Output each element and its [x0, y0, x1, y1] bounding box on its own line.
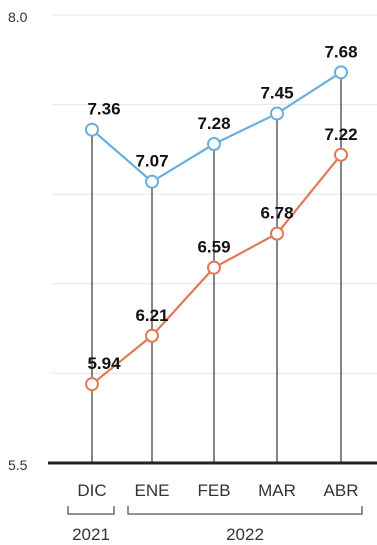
series-1-point-ene [145, 174, 159, 189]
data-labels: 7.36 7.07 7.28 7.45 7.68 5.94 6.21 6.59 6.78 7.22 [87, 42, 357, 373]
x-tick-label-ene: ENE [135, 481, 170, 500]
year-bracket-2021 [67, 506, 115, 515]
year-label-2022: 2022 [226, 525, 264, 544]
series-2-point-mar [270, 226, 284, 241]
series-2-point-abr [334, 147, 348, 162]
series-1-point-mar [270, 106, 284, 121]
year-bracket-2022 [127, 506, 363, 515]
series-2-label-ene: 6.21 [135, 306, 168, 325]
series-2-label-abr: 7.22 [324, 125, 357, 144]
series-1-label-feb: 7.28 [197, 114, 230, 133]
x-tick-label-feb: FEB [197, 481, 230, 500]
series-1-label-ene: 7.07 [135, 152, 168, 171]
series-2-point-dic [85, 377, 99, 392]
y-tick-label-bottom: 5.5 [8, 457, 28, 473]
series-2-point-ene [145, 328, 159, 343]
series-1-point-abr [334, 65, 348, 80]
series-1-point-dic [85, 122, 99, 137]
drop-lines [91, 72, 342, 463]
x-tick-label-mar: MAR [258, 481, 296, 500]
series-1-label-mar: 7.45 [260, 84, 293, 103]
series-1-label-abr: 7.68 [324, 42, 357, 61]
year-groups: 2021 2022 [67, 506, 363, 544]
series-group [85, 65, 348, 392]
series-2-label-feb: 6.59 [197, 238, 230, 257]
series-2-label-mar: 6.78 [260, 204, 293, 223]
y-tick-label-top: 8.0 [8, 9, 28, 25]
series-1-point-feb [207, 137, 221, 152]
series-1-label-dic: 7.36 [87, 100, 120, 119]
x-tick-label-abr: ABR [324, 481, 359, 500]
series-2-label-dic: 5.94 [87, 354, 121, 373]
x-tick-label-dic: DIC [77, 481, 106, 500]
year-label-2021: 2021 [72, 525, 110, 544]
series-2-point-feb [207, 260, 221, 275]
category-labels: DIC ENE FEB MAR ABR [77, 481, 358, 500]
